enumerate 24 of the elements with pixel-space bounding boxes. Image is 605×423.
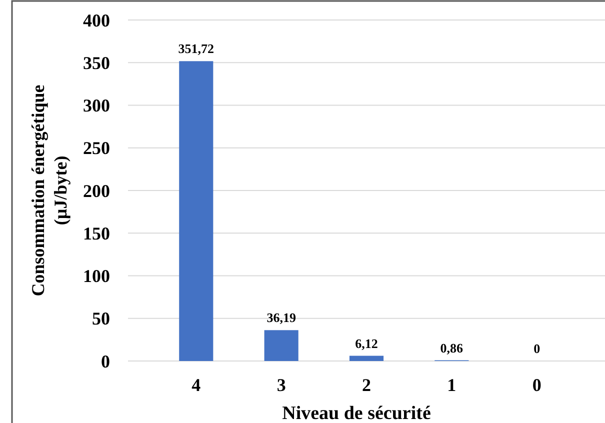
- y-tick-label: 400: [83, 10, 110, 30]
- data-label: 351,72: [178, 41, 214, 56]
- y-tick-label: 150: [83, 223, 110, 244]
- y-tick-label: 200: [83, 180, 110, 201]
- x-tick-label: 4: [192, 375, 201, 395]
- data-label: 0: [534, 341, 540, 356]
- y-tick-label: 50: [92, 308, 110, 329]
- y-tick-label: 0: [101, 351, 110, 372]
- y-tick-label: 350: [83, 52, 110, 73]
- y-tick-label: 250: [83, 138, 110, 158]
- y-tick-label: 100: [83, 266, 110, 286]
- data-label: 0,86: [440, 340, 464, 356]
- x-axis-title: Niveau de sécurité: [282, 403, 431, 423]
- data-label: 6,12: [355, 336, 378, 351]
- y-tick-label: 300: [83, 96, 110, 116]
- bar: [179, 61, 214, 361]
- x-tick-label: 1: [447, 375, 456, 395]
- y-axis-title: Consommation énergétique (µJ/byte): [28, 84, 70, 296]
- data-label: 36,19: [266, 310, 296, 326]
- x-tick-label: 3: [276, 375, 286, 395]
- x-tick-label: 0: [532, 375, 542, 395]
- bar: [264, 330, 298, 361]
- bar: [349, 356, 384, 361]
- x-tick-label: 2: [362, 375, 371, 395]
